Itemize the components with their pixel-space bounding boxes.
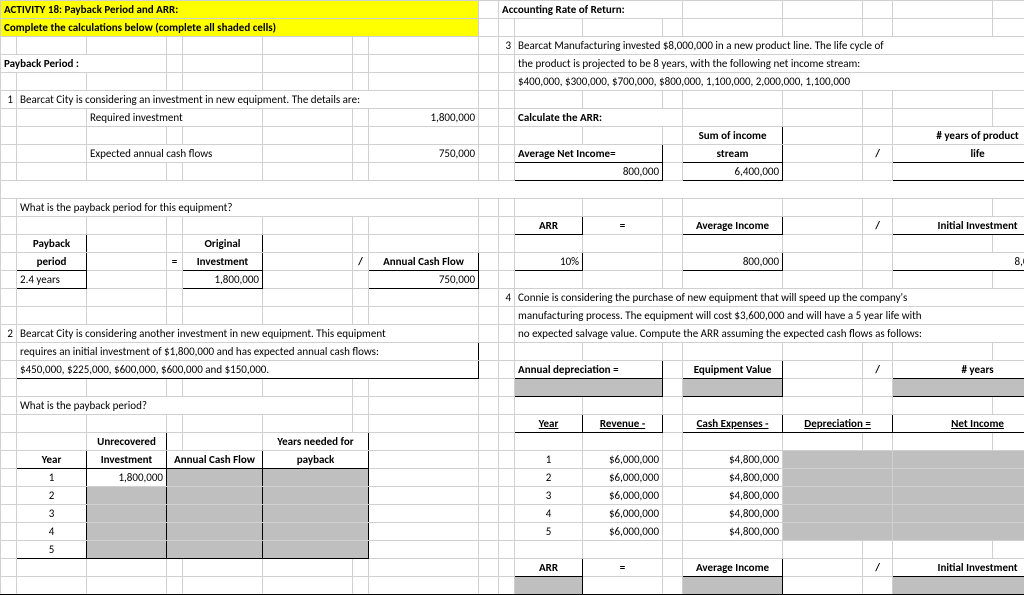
initinv-h: Initial Investment — [893, 217, 1024, 235]
p3-num: 3 — [499, 37, 515, 55]
q1: What is the payback period for this equi… — [17, 199, 479, 217]
yrs-val[interactable]: 8 — [893, 163, 1024, 181]
th-dep: Depreciation = — [783, 415, 893, 433]
t2-yrs-h1: Years needed for — [263, 433, 369, 451]
t1-slash: / — [353, 253, 369, 271]
r1-r[interactable]: $6,000,000 — [583, 451, 663, 469]
req-inv-val[interactable]: 1,800,000 — [369, 109, 479, 127]
payback-heading: Payback Period : — [1, 55, 167, 73]
t2-yrs-h2: payback — [263, 451, 369, 469]
t1-r2[interactable]: 1,800,000 — [183, 271, 263, 289]
r1-n[interactable] — [893, 451, 1024, 469]
p3-line3: $400,000, $300,000, $700,000, $800,000, … — [515, 73, 1024, 91]
t2-year-h: Year — [17, 451, 87, 469]
anndep: Annual depreciation = — [515, 361, 663, 379]
anndep-cell[interactable] — [515, 379, 663, 397]
avginc-h: Average Income — [683, 217, 783, 235]
t1-acf-h: Annual Cash Flow — [369, 253, 479, 271]
t1-eq: = — [167, 253, 183, 271]
p4-l1: Connie is considering the purchase of ne… — [515, 289, 1024, 307]
p4-l2: manufacturing process. The equipment wil… — [515, 307, 1024, 325]
t1-r1[interactable]: 2.4 years — [17, 271, 87, 289]
t1-payback-h1: Payback — [17, 235, 87, 253]
years-prod-h1: # years of product — [893, 127, 1024, 145]
arr-h: ARR — [515, 217, 583, 235]
t1-orig-h1: Original — [183, 235, 263, 253]
sum-income-h1: Sum of income — [683, 127, 783, 145]
p1-intro: Bearcat City is considering an investmen… — [17, 91, 479, 109]
eqval: Equipment Value — [683, 361, 783, 379]
p4-l3: no expected salvage value. Compute the A… — [515, 325, 1024, 343]
t2-unrec-h2: Investment — [87, 451, 167, 469]
slash2: / — [863, 217, 893, 235]
initinv-val[interactable]: 8,000,000 — [893, 253, 1024, 271]
years-prod-h2: life — [893, 145, 1024, 163]
avginc-val[interactable]: 800,000 — [683, 253, 783, 271]
p4-num: 4 — [499, 289, 515, 307]
arr-title: Accounting Rate of Return: — [499, 1, 683, 19]
subtitle: Complete the calculations below (complet… — [1, 19, 479, 37]
spreadsheet[interactable]: ACTIVITY 18: Payback Period and ARR: Acc… — [0, 0, 1024, 595]
t2-unrec-h1: Unrecovered — [87, 433, 167, 451]
req-inv-label: Required investment — [87, 109, 263, 127]
t2-y1[interactable]: 1 — [17, 469, 87, 487]
sum-val[interactable]: 6,400,000 — [683, 163, 783, 181]
r1-e[interactable]: $4,800,000 — [683, 451, 783, 469]
r1-d[interactable] — [783, 451, 893, 469]
th-ni: Net Income — [893, 415, 1024, 433]
t2-acf-h: Annual Cash Flow — [167, 451, 263, 469]
t2-u1[interactable]: 1,800,000 — [87, 469, 167, 487]
t1-payback-h2: period — [17, 253, 87, 271]
exp-cash-label: Expected annual cash flows — [87, 145, 263, 163]
nyears: # years — [893, 361, 1024, 379]
activity-title: ACTIVITY 18: Payback Period and ARR: — [1, 1, 479, 19]
calc-arr: Calculate the ARR: — [515, 109, 683, 127]
eq: = — [583, 217, 663, 235]
r1-y[interactable]: 1 — [515, 451, 583, 469]
th-rev: Revenue - — [583, 415, 663, 433]
th-exp: Cash Expenses - — [683, 415, 783, 433]
arr-pct[interactable]: 10% — [515, 253, 583, 271]
p3-line2: the product is projected to be 8 years, … — [515, 55, 1024, 73]
t1-orig-h2: Investment — [183, 253, 263, 271]
p2-intro: Bearcat City is considering another inve… — [17, 325, 479, 343]
t1-r3[interactable]: 750,000 — [369, 271, 479, 289]
eqval-cell[interactable] — [683, 379, 783, 397]
th-year: Year — [515, 415, 583, 433]
ani-val[interactable]: 800,000 — [515, 163, 663, 181]
sum-income-h2: stream — [683, 145, 783, 163]
avg-net-income-label: Average Net Income= — [515, 145, 663, 163]
p2-l2: requires an initial investment of $1,800… — [17, 343, 479, 361]
p3-line1: Bearcat Manufacturing invested $8,000,00… — [515, 37, 1024, 55]
p2-l3: $450,000, $225,000, $600,000, $600,000 a… — [17, 361, 479, 379]
nyears-cell[interactable] — [893, 379, 1024, 397]
slash: / — [863, 145, 893, 163]
q2: What is the payback period? — [17, 397, 353, 415]
exp-cash-val[interactable]: 750,000 — [369, 145, 479, 163]
